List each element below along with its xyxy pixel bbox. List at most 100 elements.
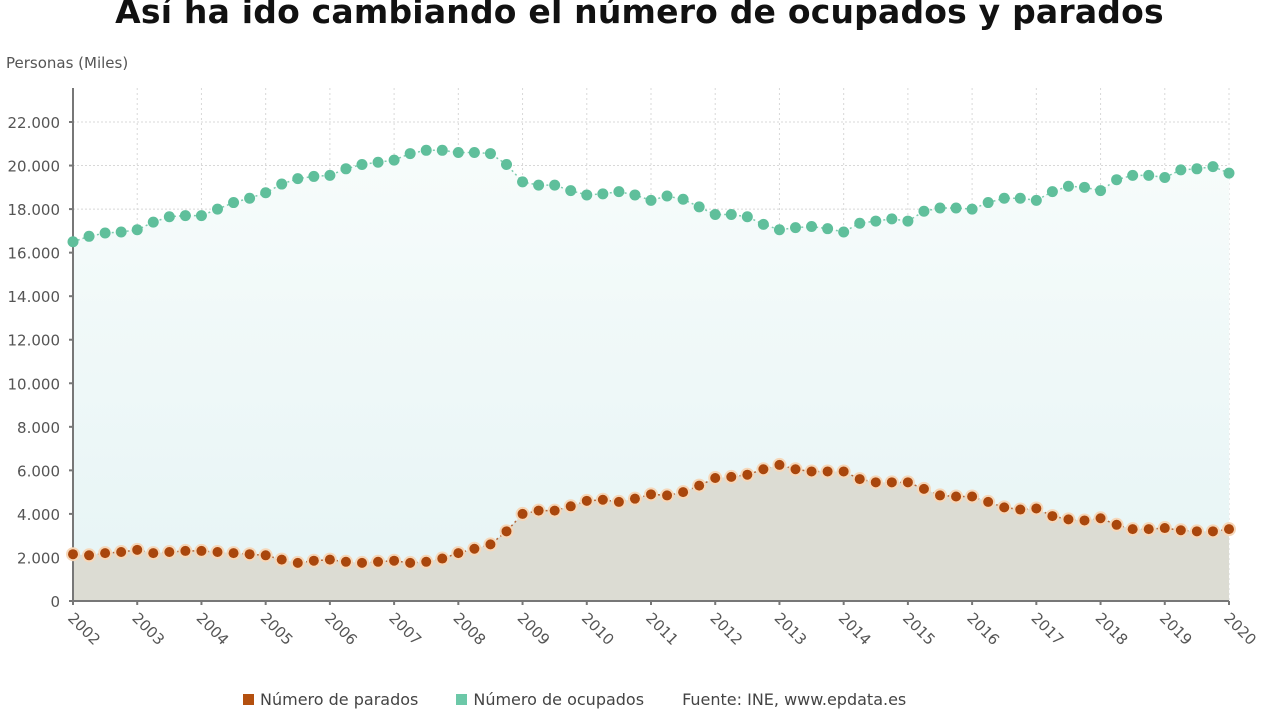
data-point[interactable] [693,201,705,213]
data-point[interactable] [420,144,432,156]
data-point[interactable] [501,526,512,537]
data-point[interactable] [228,197,240,209]
data-point[interactable] [356,158,368,170]
data-point[interactable] [1111,519,1122,530]
data-point[interactable] [212,203,223,215]
data-point[interactable] [710,472,721,483]
data-point[interactable] [533,179,545,191]
data-point[interactable] [179,210,191,222]
data-point[interactable] [131,224,143,236]
data-point[interactable] [726,471,737,482]
data-point[interactable] [421,556,432,567]
data-point[interactable] [357,557,367,568]
data-point[interactable] [292,173,304,185]
data-point[interactable] [1191,526,1202,537]
data-point[interactable] [613,186,625,198]
data-point[interactable] [1159,523,1170,534]
data-point[interactable] [1047,511,1058,522]
legend-item-ocupados[interactable]: Número de ocupados [456,690,644,709]
data-point[interactable] [694,480,705,491]
data-point[interactable] [1079,181,1090,193]
data-point[interactable] [276,178,288,190]
data-point[interactable] [982,197,994,209]
data-point[interactable] [324,169,336,181]
data-point[interactable] [260,187,272,199]
data-point[interactable] [1207,161,1219,173]
data-point[interactable] [389,555,400,566]
data-point[interactable] [678,487,689,498]
data-point[interactable] [1079,515,1090,526]
data-point[interactable] [854,474,865,485]
data-point[interactable] [68,549,78,560]
data-point[interactable] [870,477,881,488]
data-point[interactable] [436,144,448,156]
data-point[interactable] [115,226,127,238]
data-point[interactable] [1127,524,1138,535]
data-point[interactable] [662,490,673,501]
data-point[interactable] [1223,167,1235,179]
data-point[interactable] [1175,164,1187,176]
data-point[interactable] [340,556,351,567]
data-point[interactable] [983,496,994,507]
data-point[interactable] [452,146,464,158]
data-point[interactable] [1111,174,1123,186]
data-point[interactable] [902,477,913,488]
data-point[interactable] [773,224,785,236]
data-point[interactable] [838,226,850,238]
data-point[interactable] [806,221,818,233]
data-point[interactable] [1015,504,1026,515]
data-point[interactable] [822,466,833,477]
data-point[interactable] [1030,194,1042,206]
data-point[interactable] [581,189,593,201]
data-point[interactable] [468,146,480,158]
data-point[interactable] [373,556,384,567]
data-point[interactable] [741,211,753,223]
data-point[interactable] [806,466,817,477]
data-point[interactable] [822,223,834,235]
data-point[interactable] [132,544,143,555]
data-point[interactable] [148,548,159,559]
data-point[interactable] [212,547,223,558]
data-point[interactable] [661,190,673,202]
data-point[interactable] [677,193,689,205]
data-point[interactable] [533,505,544,516]
data-point[interactable] [854,217,866,229]
data-point[interactable] [1207,526,1218,537]
data-point[interactable] [195,210,207,222]
data-point[interactable] [1191,163,1203,175]
data-point[interactable] [260,550,271,561]
data-point[interactable] [116,547,127,558]
data-point[interactable] [967,491,978,502]
data-point[interactable] [453,548,464,559]
data-point[interactable] [196,545,207,556]
data-point[interactable] [935,490,945,501]
data-point[interactable] [83,230,95,242]
data-point[interactable] [902,215,914,227]
data-point[interactable] [228,548,239,559]
data-point[interactable] [67,236,79,248]
data-point[interactable] [918,483,929,494]
data-point[interactable] [469,543,480,554]
data-point[interactable] [340,163,352,175]
data-point[interactable] [597,188,609,200]
data-point[interactable] [308,170,320,182]
data-point[interactable] [1143,169,1155,181]
data-point[interactable] [517,508,528,519]
data-point[interactable] [951,491,962,502]
data-point[interactable] [918,205,930,217]
data-point[interactable] [437,553,448,564]
data-point[interactable] [405,557,416,568]
data-point[interactable] [1095,185,1107,197]
data-point[interactable] [870,215,882,227]
data-point[interactable] [966,203,978,215]
data-point[interactable] [597,494,608,505]
data-point[interactable] [838,466,849,477]
data-point[interactable] [84,550,95,561]
data-point[interactable] [886,213,898,225]
data-point[interactable] [244,192,256,204]
data-point[interactable] [742,469,753,480]
data-point[interactable] [1159,172,1171,184]
data-point[interactable] [757,218,769,230]
data-point[interactable] [549,179,561,191]
data-point[interactable] [1063,514,1074,525]
